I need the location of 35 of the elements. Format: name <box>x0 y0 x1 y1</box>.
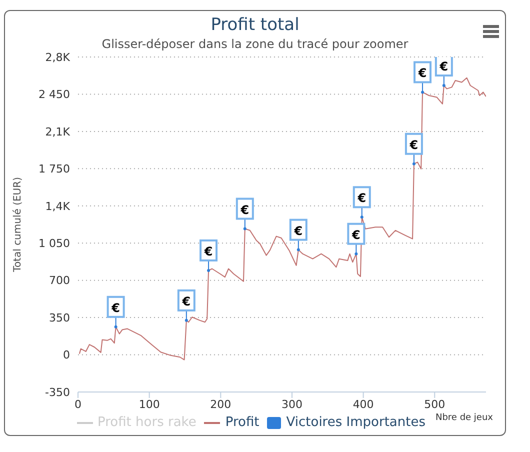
point <box>207 268 210 272</box>
x-tick-label: 400 <box>352 398 374 411</box>
y-tick-label: 2,8K <box>45 50 71 64</box>
data-label: € <box>438 60 448 74</box>
y-tick-label: 2 450 <box>38 88 70 102</box>
x-tick-label: 200 <box>210 398 232 411</box>
data-label: € <box>408 138 418 152</box>
data-label: € <box>110 300 120 315</box>
y-tick-label: -350 <box>45 386 70 399</box>
y-tick-label: 2,1K <box>45 125 71 138</box>
data-label: € <box>356 191 366 206</box>
legend-label: Profit <box>224 415 260 430</box>
chart-title: Profit total <box>210 15 300 35</box>
x-tick-label: 0 <box>74 398 82 411</box>
data-label: € <box>181 294 191 308</box>
line-series <box>78 77 486 360</box>
y-tick-label: 1,4K <box>45 200 71 213</box>
data-label: € <box>417 66 427 80</box>
x-tick-label: 500 <box>424 398 446 411</box>
y-tick-label: 0 <box>63 348 70 362</box>
x-tick-label: 300 <box>281 398 302 411</box>
y-tick-label: 1 750 <box>38 162 70 176</box>
data-label: € <box>293 224 303 238</box>
x-axis-title: Nbre de jeux <box>435 413 493 423</box>
x-tick-label: 100 <box>138 398 160 411</box>
y-tick-label: 700 <box>49 274 70 288</box>
data-label: € <box>203 244 213 258</box>
y-axis-title: Total cumulé (EUR) <box>12 176 24 273</box>
data-label: € <box>351 228 360 242</box>
data-label: € <box>240 202 250 217</box>
chart-subtitle: Glisser-déposer dans la zone du tracé pour zoomer <box>100 37 410 51</box>
y-tick-label: 1 050 <box>38 237 70 250</box>
point <box>442 84 446 87</box>
legend-label: Victoires Importantes <box>285 415 426 430</box>
y-tick-label: 350 <box>49 311 70 324</box>
